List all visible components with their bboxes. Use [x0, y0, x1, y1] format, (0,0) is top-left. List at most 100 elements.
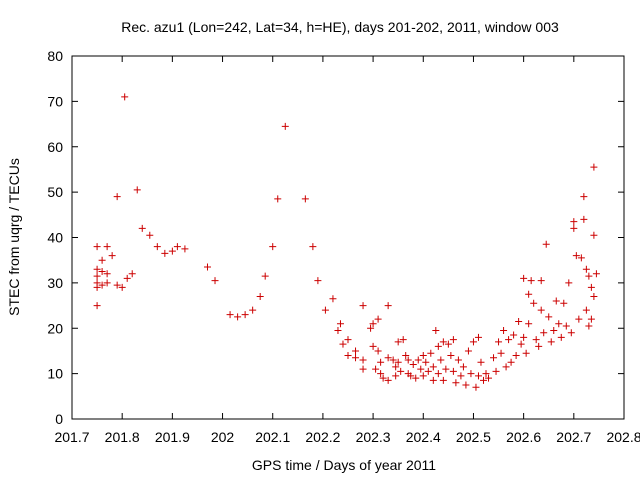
data-point [412, 374, 420, 382]
data-point [532, 336, 540, 344]
data-point [540, 329, 548, 337]
data-point [384, 302, 392, 310]
data-point [379, 374, 387, 382]
data-point [459, 363, 467, 371]
data-point [404, 356, 412, 364]
data-point [369, 320, 377, 328]
data-point [449, 336, 457, 344]
data-point [474, 372, 482, 380]
data-point [359, 302, 367, 310]
data-point [490, 354, 498, 362]
x-tick-label: 202.4 [406, 429, 441, 445]
x-tick-label: 201.7 [54, 429, 89, 445]
data-point [369, 342, 377, 350]
x-axis-label: GPS time / Days of year 2011 [252, 457, 436, 473]
data-point [590, 163, 598, 171]
data-point [399, 336, 407, 344]
data-point [582, 265, 590, 273]
x-tick-label: 202.7 [556, 429, 591, 445]
data-point [535, 342, 543, 350]
data-point [329, 295, 337, 303]
data-point [570, 218, 578, 226]
data-point [417, 365, 425, 373]
data-point [407, 372, 415, 380]
plot-border [71, 55, 625, 420]
data-point [500, 327, 508, 335]
data-point [377, 370, 385, 378]
data-point [429, 376, 437, 384]
data-point [525, 320, 533, 328]
x-tick-label: 201.8 [105, 429, 140, 445]
data-point [464, 347, 472, 355]
y-tick-label: 30 [47, 275, 63, 291]
y-tick-label: 0 [55, 411, 63, 427]
x-tick-label: 202.3 [356, 429, 391, 445]
data-point [249, 306, 257, 314]
y-tick-label: 60 [47, 139, 63, 155]
data-point [392, 363, 400, 371]
data-point [555, 320, 563, 328]
x-tick-label: 202.5 [456, 429, 491, 445]
data-point [359, 365, 367, 373]
data-point [113, 193, 121, 201]
x-tick-label: 202.8 [606, 429, 640, 445]
data-points [93, 93, 600, 391]
data-point [434, 370, 442, 378]
y-axis-label: STEC from uqrg / TECUs [6, 158, 22, 316]
x-tick-label: 202.6 [506, 429, 541, 445]
data-point [552, 297, 560, 305]
data-point [575, 315, 583, 323]
data-point [520, 274, 528, 282]
data-point [241, 311, 249, 319]
data-point [585, 322, 593, 330]
data-point [502, 363, 510, 371]
data-point [592, 270, 600, 278]
x-tick-label: 202.1 [255, 429, 290, 445]
data-point [344, 351, 352, 359]
data-point [547, 338, 555, 346]
data-point [512, 351, 520, 359]
data-point [146, 231, 154, 239]
data-point [585, 272, 593, 280]
data-point [234, 313, 242, 321]
data-point [437, 356, 445, 364]
y-tick-label: 80 [47, 48, 63, 64]
data-point [495, 338, 503, 346]
data-point [469, 338, 477, 346]
data-point [565, 279, 573, 287]
data-point [108, 252, 116, 260]
data-point [577, 254, 585, 262]
data-point [537, 277, 545, 285]
data-point [432, 327, 440, 335]
data-point [447, 351, 455, 359]
data-point [434, 342, 442, 350]
data-point [550, 327, 558, 335]
data-point [394, 358, 402, 366]
data-point [429, 363, 437, 371]
data-point [93, 302, 101, 310]
data-point [587, 283, 595, 291]
data-point [261, 272, 269, 280]
data-point [321, 306, 329, 314]
data-point [93, 272, 101, 280]
data-point [98, 281, 106, 289]
data-point [570, 224, 578, 232]
data-point [384, 354, 392, 362]
data-point [374, 347, 382, 355]
data-point [309, 243, 317, 251]
data-point [352, 354, 360, 362]
y-axis: 0 10 20 30 40 50 60 70 80 [47, 48, 624, 427]
data-point [394, 338, 402, 346]
data-point [384, 376, 392, 384]
data-point [98, 256, 106, 264]
data-point [334, 327, 342, 335]
x-tick-label: 202 [211, 429, 235, 445]
data-point [173, 243, 181, 251]
data-point [560, 299, 568, 307]
data-point [103, 243, 111, 251]
data-point [557, 333, 565, 341]
data-point [510, 331, 518, 339]
data-point [269, 243, 277, 251]
data-point [582, 306, 590, 314]
y-tick-label: 40 [47, 230, 63, 246]
